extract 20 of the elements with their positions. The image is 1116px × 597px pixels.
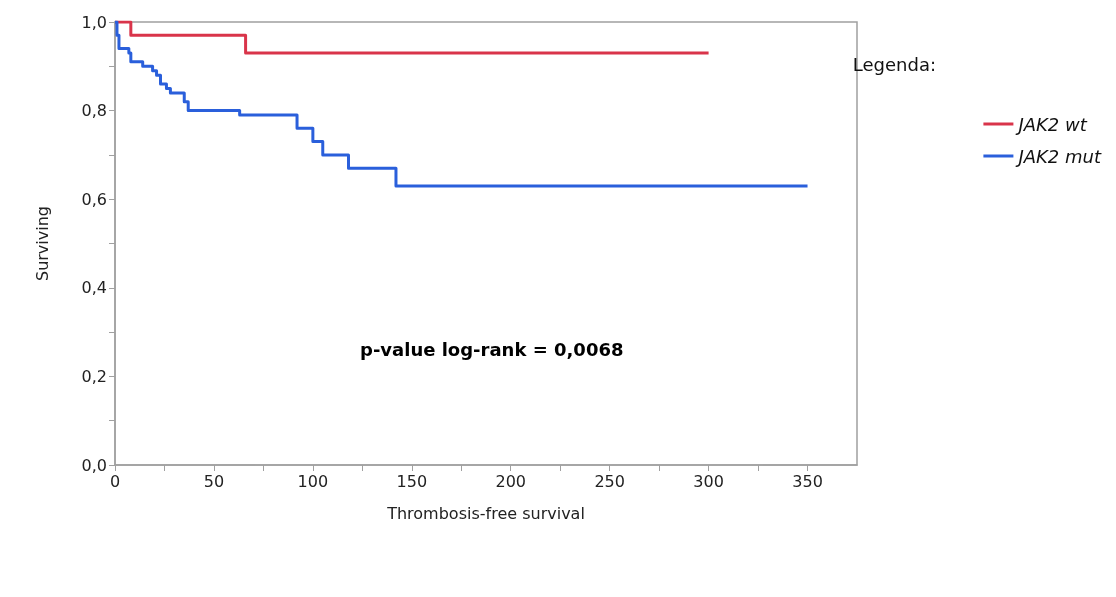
- x-tick-label: 200: [495, 471, 527, 491]
- annotation: p-value log-rank = 0,0068: [360, 338, 624, 360]
- y-axis-title: Surviving: [32, 206, 52, 281]
- y-tick-label: 1,0: [81, 12, 107, 32]
- y-tick-label: 0,8: [81, 101, 107, 121]
- x-tick-label: 250: [594, 471, 625, 491]
- x-tick-label: 0: [109, 471, 121, 491]
- y-tick-label: 0,0: [81, 455, 107, 475]
- x-tick-label: 100: [297, 471, 329, 491]
- legend-title: Legenda:: [852, 53, 936, 75]
- legend-label: JAK2 mut: [1015, 145, 1102, 167]
- x-tick-label: 300: [693, 471, 724, 491]
- y-tick-label: 0,6: [81, 189, 107, 209]
- x-tick-label: 50: [203, 471, 225, 491]
- y-tick-label: 0,2: [81, 366, 107, 386]
- x-tick-label: 350: [792, 471, 823, 491]
- x-tick-label: 150: [396, 471, 428, 491]
- x-axis-title: Thrombosis-free survival: [386, 503, 585, 523]
- y-tick-label: 0,4: [81, 278, 107, 298]
- legend-label: JAK2 wt: [1015, 113, 1088, 135]
